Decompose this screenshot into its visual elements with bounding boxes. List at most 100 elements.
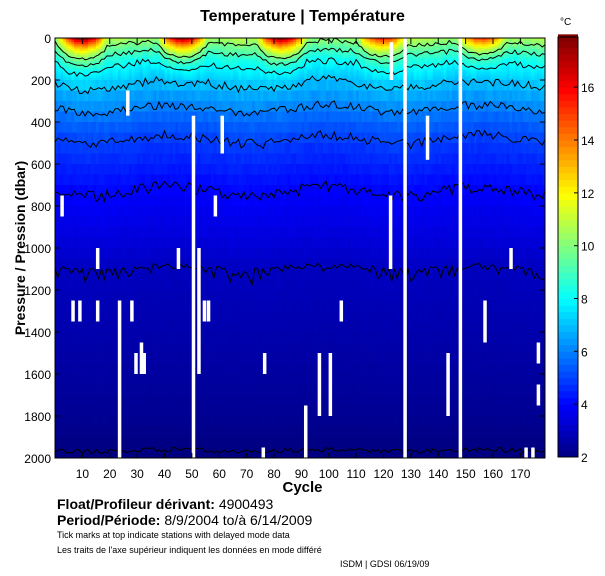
heatmap-cell xyxy=(137,101,141,112)
heatmap-cell xyxy=(153,69,157,72)
heatmap-cell xyxy=(68,122,72,133)
heatmap-cell xyxy=(148,80,152,91)
heatmap-cell xyxy=(268,237,272,249)
heatmap-cell xyxy=(153,63,157,66)
heatmap-cell xyxy=(156,46,160,49)
heatmap-cell xyxy=(183,143,187,154)
heatmap-cell xyxy=(180,290,185,301)
heatmap-cell xyxy=(96,71,100,75)
heatmap-cell xyxy=(213,342,217,354)
heatmap-cell xyxy=(71,48,75,51)
heatmap-cell xyxy=(183,164,187,175)
heatmap-cell xyxy=(145,50,149,54)
heatmap-cell xyxy=(295,54,300,58)
heatmap-cell xyxy=(65,405,70,417)
heatmap-cell xyxy=(213,122,217,133)
heatmap-cell xyxy=(74,384,78,396)
heatmap-cell xyxy=(93,80,97,91)
heatmap-cell xyxy=(227,46,231,49)
heatmap-cell xyxy=(139,405,143,417)
heatmap-cell xyxy=(271,61,275,64)
heatmap-cell xyxy=(79,111,83,123)
heatmap-cell xyxy=(153,269,157,280)
heatmap-cell xyxy=(115,80,119,91)
heatmap-cell xyxy=(227,374,231,385)
heatmap-cell xyxy=(153,426,157,438)
heatmap-cell xyxy=(224,185,228,196)
heatmap-cell xyxy=(238,71,242,75)
heatmap-cell xyxy=(282,80,286,91)
heatmap-cell xyxy=(189,332,193,343)
heatmap-cell xyxy=(74,311,78,322)
heatmap-cell xyxy=(265,395,269,406)
heatmap-cell xyxy=(216,332,220,343)
heatmap-cell xyxy=(71,363,75,375)
heatmap-cell xyxy=(208,80,212,91)
heatmap-cell xyxy=(82,353,86,364)
heatmap-cell xyxy=(172,416,176,427)
heatmap-cell xyxy=(85,195,89,207)
heatmap-cell xyxy=(257,290,261,301)
heatmap-cell xyxy=(142,447,146,459)
heatmap-cell xyxy=(194,185,198,196)
heatmap-cell xyxy=(93,206,97,217)
heatmap-cell xyxy=(241,374,245,385)
heatmap-cell xyxy=(246,59,250,62)
heatmap-cell xyxy=(76,46,81,49)
heatmap-cell xyxy=(230,90,234,102)
heatmap-cell xyxy=(254,122,258,133)
heatmap-cell xyxy=(123,50,127,54)
heatmap-cell xyxy=(63,437,67,448)
heatmap-cell xyxy=(109,426,113,438)
heatmap-cell xyxy=(232,311,237,322)
heatmap-cell xyxy=(208,342,212,354)
heatmap-cell xyxy=(115,90,119,102)
heatmap-cell xyxy=(287,342,291,354)
heatmap-cell xyxy=(241,384,245,396)
heatmap-cell xyxy=(208,290,212,301)
heatmap-cell xyxy=(260,405,264,417)
heatmap-cell xyxy=(63,342,67,354)
heatmap-cell xyxy=(98,143,102,154)
heatmap-cell xyxy=(159,143,163,154)
heatmap-cell xyxy=(232,143,237,154)
heatmap-cell xyxy=(197,44,201,47)
heatmap-cell xyxy=(232,195,237,207)
heatmap-cell xyxy=(257,56,261,60)
heatmap-cell xyxy=(82,46,86,49)
heatmap-cell xyxy=(205,80,209,91)
heatmap-cell xyxy=(169,174,174,186)
heatmap-cell xyxy=(74,248,78,259)
heatmap-cell xyxy=(79,237,83,249)
heatmap-cell xyxy=(101,143,105,154)
heatmap-cell xyxy=(273,405,278,417)
heatmap-cell xyxy=(186,77,190,81)
heatmap-cell xyxy=(123,69,127,72)
heatmap-cell xyxy=(254,143,258,154)
heatmap-cell xyxy=(224,77,228,81)
heatmap-cell xyxy=(183,321,187,333)
heatmap-cell xyxy=(290,63,294,66)
heatmap-cell xyxy=(180,63,185,66)
heatmap-cell xyxy=(101,405,105,417)
heatmap-cell xyxy=(287,63,291,66)
heatmap-cell xyxy=(172,290,176,301)
heatmap-cell xyxy=(276,73,280,77)
heatmap-cell xyxy=(123,48,127,51)
heatmap-cell xyxy=(115,48,119,51)
heatmap-cell xyxy=(71,67,75,70)
heatmap-cell xyxy=(139,90,143,102)
heatmap-cell xyxy=(271,101,275,112)
heatmap-cell xyxy=(252,80,256,91)
heatmap-cell xyxy=(279,61,283,64)
heatmap-cell xyxy=(172,80,176,91)
heatmap-cell xyxy=(224,237,228,249)
heatmap-cell xyxy=(128,374,133,385)
heatmap-cell xyxy=(293,40,297,43)
heatmap-cell xyxy=(74,426,78,438)
heatmap-cell xyxy=(178,50,182,54)
heatmap-cell xyxy=(153,437,157,448)
heatmap-cell xyxy=(205,353,209,364)
heatmap-cell xyxy=(186,416,190,427)
heatmap-cell xyxy=(115,54,119,58)
